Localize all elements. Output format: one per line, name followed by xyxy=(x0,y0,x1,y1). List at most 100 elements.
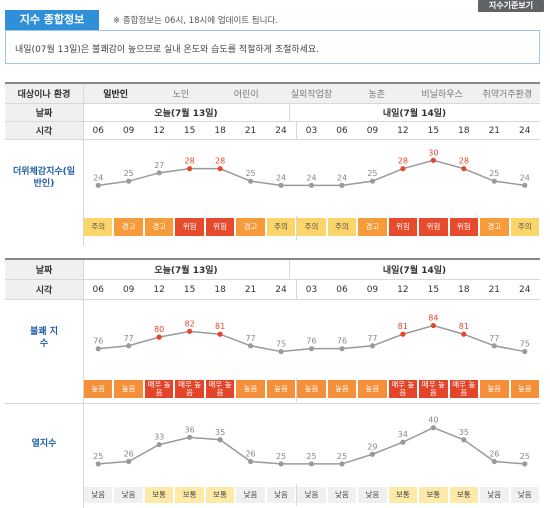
discomfort-value-label: 81 xyxy=(215,322,225,331)
level-badge: 주의 xyxy=(297,218,326,236)
level-badge: 보통 xyxy=(144,487,174,503)
discomfort-value-label: 75 xyxy=(520,340,530,349)
discomfort-point xyxy=(308,346,315,352)
discomfort-value-label: 77 xyxy=(367,334,377,343)
time-cell: 24 xyxy=(519,125,531,136)
category-tab-1[interactable]: 노인 xyxy=(172,90,190,100)
time-cell: 15 xyxy=(427,125,440,136)
day1-label-2: 오늘(7월 13일) xyxy=(154,266,218,276)
level-badge: 높음 xyxy=(266,380,296,398)
level-badge: 낮음 xyxy=(327,487,357,503)
heat-index-value-label: 33 xyxy=(154,433,164,442)
time-cell: 15 xyxy=(183,284,196,295)
info-message: 내일(07월 13일)은 불쾌감이 높으므로 실내 온도와 습도를 적절하게 조… xyxy=(15,45,320,55)
discomfort-point xyxy=(247,343,254,349)
category-tab-3[interactable]: 실외작업장 xyxy=(290,90,333,100)
time-cell: 09 xyxy=(122,125,135,136)
heat-index-value-label: 25 xyxy=(93,452,103,461)
level-badge: 위험 xyxy=(449,218,479,236)
time-cell: 09 xyxy=(366,284,379,295)
heat-sensation-value-label: 28 xyxy=(459,157,469,166)
category-tab-6[interactable]: 취약거주환경 xyxy=(482,90,533,100)
heat-index-point xyxy=(369,451,376,457)
level-badge: 위험 xyxy=(419,218,448,236)
heat-sensation-value-label: 24 xyxy=(520,173,530,182)
heat-sensation-point xyxy=(400,166,406,172)
heat-index-point xyxy=(461,437,467,443)
level-badge: 높음 xyxy=(358,380,387,398)
heat-sensation-value-label: 27 xyxy=(154,161,164,170)
level-badge: 주의 xyxy=(510,218,539,236)
heat-index-value-label: 34 xyxy=(398,430,408,439)
time-cell: 21 xyxy=(244,284,257,295)
heat-sensation-point xyxy=(522,182,528,188)
date-label-2: 날짜 xyxy=(5,260,83,279)
heat-sensation-point xyxy=(308,182,315,188)
discomfort-chart: 76 77 80 82 81 77 75 76 76 77 81 84 81 77 75 xyxy=(93,314,530,355)
discomfort-point xyxy=(461,331,467,337)
heat-index-point xyxy=(126,458,132,465)
discomfort-value-label: 80 xyxy=(154,325,164,334)
discomfort-heat-table: 날짜 오늘(7월 13일) 내일(7월 14일) 시각 06 09 12 15 18 21… xyxy=(5,258,540,508)
level-badge: 주의 xyxy=(266,218,296,236)
heat-sensation-value-label: 24 xyxy=(306,173,316,182)
level-badge: 높음 xyxy=(84,380,113,398)
time-cell: 06 xyxy=(336,284,348,295)
level-badge: 보통 xyxy=(388,487,418,503)
heat-sensation-value-label: 24 xyxy=(337,173,347,182)
time-cell: 12 xyxy=(153,284,165,295)
heat-index-value-label: 36 xyxy=(185,425,195,434)
level-badge: 매우 높음 xyxy=(388,380,418,398)
time-cell: 15 xyxy=(183,125,196,136)
heat-index-point xyxy=(278,461,284,467)
time-cell: 18 xyxy=(458,284,470,295)
index-criteria-button[interactable]: 지수기준보기 xyxy=(478,0,544,12)
time-cell: 24 xyxy=(275,284,287,295)
heat-sensation-value-label: 28 xyxy=(398,157,408,166)
time-cell: 12 xyxy=(397,284,409,295)
discomfort-point xyxy=(95,346,101,352)
discomfort-row: 불쾌 지수 76 77 80 82 81 77 75 76 76 77 81 84 81 77 75 높음 높… xyxy=(5,300,540,404)
level-badge: 낮음 xyxy=(266,487,296,503)
level-badge: 매우 높음 xyxy=(419,380,448,398)
time-cell: 15 xyxy=(427,284,440,295)
level-badge: 낮음 xyxy=(236,487,265,503)
level-badge: 높음 xyxy=(297,380,326,398)
heat-sensation-point xyxy=(247,178,254,184)
level-badge: 낮음 xyxy=(358,487,387,503)
time-cell: 03 xyxy=(305,125,318,136)
discomfort-value-label: 77 xyxy=(245,334,255,343)
category-tab-5[interactable]: 비닐하우스 xyxy=(421,90,463,100)
category-tab-0[interactable]: 일반인 xyxy=(103,90,129,100)
heat-sensation-label: 더위체감지수(일반인) xyxy=(12,167,76,189)
heat-sensation-point xyxy=(187,166,193,172)
heat-index-value-label: 26 xyxy=(489,450,499,459)
level-badge: 보통 xyxy=(175,487,204,503)
heat-sensation-value-label: 30 xyxy=(428,148,438,157)
category-tab-2[interactable]: 어린이 xyxy=(233,90,259,100)
tab-summary[interactable]: 지수 종합정보 xyxy=(5,10,99,30)
level-badge: 주의 xyxy=(84,218,113,236)
time-cell: 12 xyxy=(397,125,409,136)
discomfort-point xyxy=(400,331,406,337)
heat-index-point xyxy=(522,461,528,467)
heat-sensation-value-label: 24 xyxy=(93,173,103,182)
level-badge: 매우 높음 xyxy=(175,380,204,398)
discomfort-value-label: 76 xyxy=(306,337,316,346)
heat-index-value-label: 26 xyxy=(124,450,134,459)
heat-index-row: 열지수 25 26 33 36 35 26 25 25 25 29 34 40 35 26 25 낮음 낮음 보… xyxy=(5,404,540,508)
discomfort-point xyxy=(369,343,376,349)
time-row: 시각 06 09 12 15 18 21 24 03 06 09 12 15 18 21 24 xyxy=(5,122,540,140)
heat-index-chart: 25 26 33 36 35 26 25 25 25 29 34 40 35 26 25 xyxy=(93,416,530,467)
heat-sensation-point xyxy=(126,178,132,184)
category-tab-4[interactable]: 농촌 xyxy=(368,90,386,100)
discomfort-value-label: 77 xyxy=(124,334,134,343)
index-row: 더위체감지수(일반인) 24 25 27 28 28 25 24 24 24 25 28 30 28 25… xyxy=(5,140,540,246)
date-row-2: 날짜 오늘(7월 13일) 내일(7월 14일) xyxy=(5,260,540,280)
discomfort-point xyxy=(491,343,497,349)
level-badge: 낮음 xyxy=(114,487,143,503)
info-message-box: 내일(07월 13일)은 불쾌감이 높으므로 실내 온도와 습도를 적절하게 조… xyxy=(5,30,540,64)
heat-sensation-table: 대상이나 환경 일반인 노인 어린이 실외작업장 농촌 비닐하우스 취약거주환경 날짜 오늘… xyxy=(5,82,540,246)
discomfort-value-label: 76 xyxy=(93,337,103,346)
heat-sensation-point xyxy=(278,182,284,188)
